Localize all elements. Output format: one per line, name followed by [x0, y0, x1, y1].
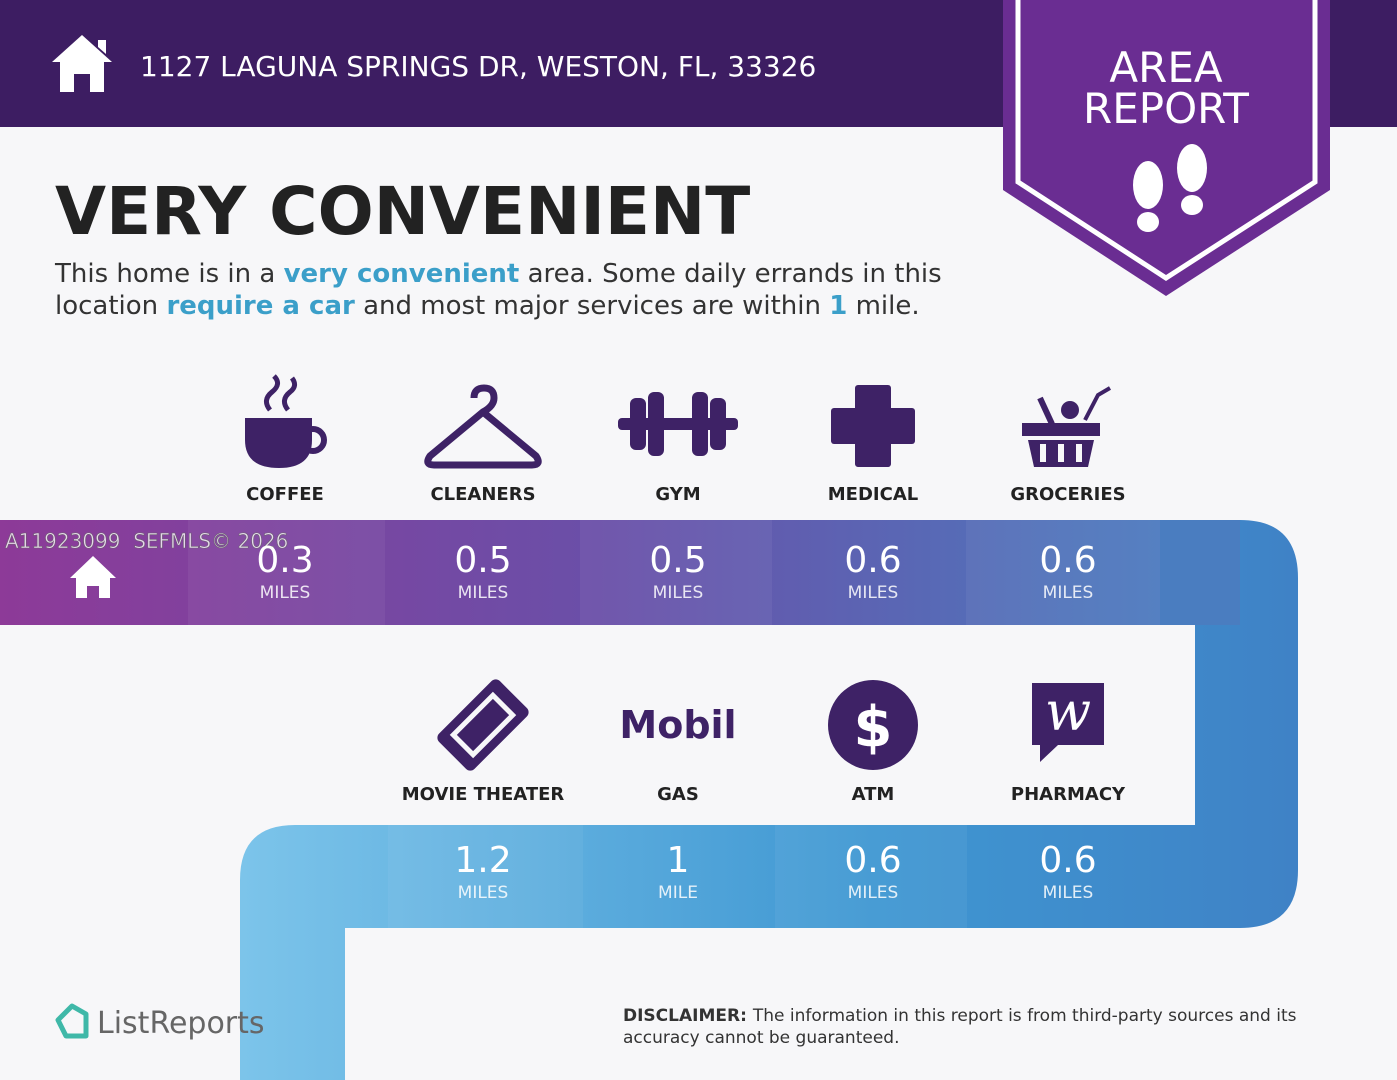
item-label: MOVIE THEATER — [402, 784, 565, 805]
highlight: require a car — [166, 291, 355, 321]
watermark: A11923099 SEFMLS© 2026 — [5, 529, 288, 553]
distance: 1.2 — [454, 840, 511, 881]
groceries-icon — [1022, 386, 1112, 467]
distance: 0.6 — [1039, 540, 1096, 581]
item-label: PHARMACY — [1011, 784, 1126, 805]
distance: 0.5 — [649, 540, 706, 581]
medical-icon — [831, 385, 915, 467]
footprints-icon — [1133, 144, 1207, 232]
gym-icon — [618, 392, 738, 456]
distance: 1 — [667, 840, 690, 881]
pharmacy-icon — [1032, 683, 1104, 762]
pharmacy-logo: w — [1045, 680, 1091, 743]
distance: 0.6 — [844, 840, 901, 881]
disclaimer-text: The information in this report is from t… — [752, 1006, 1297, 1026]
item-label: GAS — [657, 784, 699, 805]
brand: ListReports — [97, 1006, 265, 1041]
distance-unit: MILES — [458, 883, 509, 903]
badge — [1003, 0, 1330, 296]
text: area. Some daily errands in this — [519, 259, 941, 289]
badge-text: AREA — [1109, 43, 1222, 92]
ticket-icon — [437, 679, 529, 771]
distance-unit: MILES — [653, 583, 704, 603]
address: 1127 LAGUNA SPRINGS DR, WESTON, FL, 3332… — [140, 50, 816, 83]
item-label: GYM — [655, 484, 700, 505]
description-line: This home is in a very convenient area. … — [54, 259, 942, 289]
distance-unit: MILES — [458, 583, 509, 603]
title: VERY CONVENIENT — [55, 173, 750, 250]
home-icon — [52, 35, 112, 92]
distance-unit: MILES — [260, 583, 311, 603]
distance: 0.6 — [1039, 840, 1096, 881]
distance: 0.5 — [454, 540, 511, 581]
item-label: CLEANERS — [430, 484, 535, 505]
description-line: location require a car and most major se… — [55, 291, 920, 321]
cell-shading — [188, 520, 1160, 928]
text: This home is in a — [54, 259, 284, 289]
atm-icon — [828, 680, 918, 770]
text: and most major services are within — [355, 291, 829, 321]
distance-unit: MILE — [658, 883, 698, 903]
atm-symbol: $ — [854, 695, 893, 760]
coffee-icon — [245, 374, 327, 468]
text: mile. — [847, 291, 919, 321]
disclaimer: accuracy cannot be guaranteed. — [623, 1028, 899, 1048]
badge-text: REPORT — [1083, 84, 1249, 133]
distance-unit: MILES — [848, 883, 899, 903]
distance-unit: MILES — [1043, 883, 1094, 903]
route-band — [0, 520, 1195, 625]
badge-border — [1015, 0, 1318, 281]
route-band — [1160, 520, 1240, 625]
highlight: very convenient — [284, 259, 520, 289]
item-label: ATM — [852, 784, 895, 805]
disclaimer-label: DISCLAIMER: — [623, 1006, 747, 1026]
brand-logo — [55, 1003, 89, 1039]
gas-logo: Mobil — [619, 703, 736, 747]
item-label: GROCERIES — [1010, 484, 1125, 505]
home-icon — [70, 556, 116, 598]
highlight: 1 — [829, 291, 847, 321]
hanger-icon — [424, 384, 542, 469]
distance: 0.6 — [844, 540, 901, 581]
item-label: COFFEE — [246, 484, 324, 505]
item-label: MEDICAL — [828, 484, 918, 505]
disclaimer: DISCLAIMER: The information in this repor… — [623, 1006, 1297, 1026]
distance: 0.3 — [256, 540, 313, 581]
text: location — [55, 291, 166, 321]
distance-unit: MILES — [1043, 583, 1094, 603]
distance-unit: MILES — [848, 583, 899, 603]
